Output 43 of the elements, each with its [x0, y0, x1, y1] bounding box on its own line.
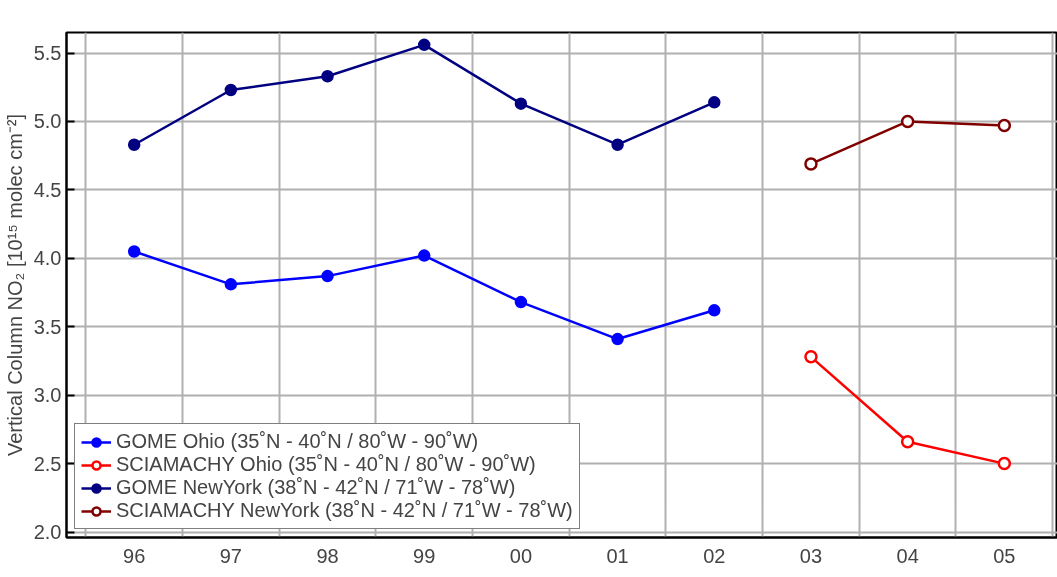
- y-tick-label: 2.5: [33, 452, 62, 475]
- y-tick-label: 4.0: [33, 247, 62, 270]
- point: [708, 96, 721, 109]
- y-tick-label: 5.0: [33, 110, 62, 133]
- x-tick-label: 01: [606, 544, 629, 567]
- point: [997, 456, 1012, 471]
- y-tick-label: 3.5: [33, 315, 62, 338]
- point: [127, 245, 141, 258]
- y-tick-label: 4.5: [33, 178, 62, 201]
- legend-label: GOME Ohio (35˚N - 40˚N / 80˚W - 90˚W): [116, 430, 479, 453]
- x-tick-label: 04: [896, 544, 919, 567]
- point: [417, 38, 431, 52]
- x-tick-label: 97: [219, 544, 242, 567]
- x-tick-label: 96: [123, 544, 146, 567]
- point: [900, 434, 915, 449]
- point: [900, 114, 915, 129]
- point: [804, 350, 818, 364]
- x-tick-label: 99: [413, 544, 436, 567]
- point: [997, 118, 1012, 133]
- x-tick-label: 98: [316, 544, 339, 567]
- point: [611, 138, 624, 151]
- point: [611, 332, 624, 346]
- legend-label: SCIAMACHY NewYork (38˚N - 42˚N / 71˚W - 78˚W): [116, 499, 573, 522]
- point: [321, 70, 334, 83]
- point: [804, 157, 818, 171]
- point: [321, 269, 334, 283]
- point: [127, 138, 141, 151]
- y-tick-label: 2.0: [33, 521, 62, 544]
- x-tick-label: 03: [799, 544, 823, 567]
- y-axis-title: Vertical Column NO₂ [10¹⁵ molec cm⁻²]: [3, 113, 26, 457]
- y-tick-label: 3.0: [33, 384, 62, 407]
- point: [514, 295, 528, 309]
- x-tick-label: 02: [703, 544, 726, 567]
- legend-label: SCIAMACHY Ohio (35˚N - 40˚N / 80˚W - 90˚W): [116, 453, 536, 476]
- legend-label: GOME NewYork (38˚N - 42˚N / 71˚W - 78˚W): [116, 476, 516, 499]
- point: [417, 249, 431, 262]
- point: [224, 278, 238, 291]
- point: [514, 97, 528, 110]
- point: [708, 304, 721, 317]
- point: [224, 83, 238, 97]
- x-tick-label: 05: [993, 544, 1016, 567]
- y-tick-label: 5.5: [33, 42, 62, 65]
- x-tick-label: 00: [509, 544, 533, 567]
